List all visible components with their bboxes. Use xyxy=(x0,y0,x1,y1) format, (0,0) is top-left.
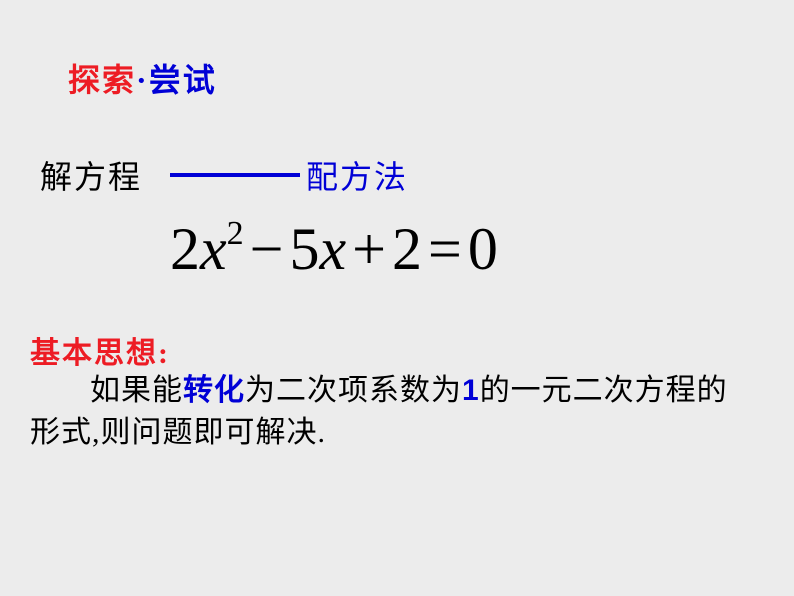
solve-label: 解方程 xyxy=(40,152,142,198)
eq-exp: 2 xyxy=(227,215,244,252)
eq-rhs: 0 xyxy=(468,216,498,282)
eq-op2: + xyxy=(346,216,392,282)
eq-eq: = xyxy=(422,216,468,282)
eq-var1: x xyxy=(200,216,227,282)
title-explore: 探索 xyxy=(68,62,136,98)
equation: 2x2−5x+2=0 xyxy=(170,215,498,284)
body-seg1: 如果能 xyxy=(90,374,183,407)
eq-var2: x xyxy=(319,216,346,282)
eq-op1: − xyxy=(244,216,290,282)
basic-idea-body: 如果能转化为二次项系数为1的一元二次方程的形式,则问题即可解决. xyxy=(30,370,750,454)
eq-coef-a: 2 xyxy=(170,216,200,282)
connector-line xyxy=(170,173,300,177)
body-seg2-blue: 转化 xyxy=(183,374,245,407)
slide-title: 探索·尝试 xyxy=(68,55,217,101)
solve-row: 解方程 配方法 xyxy=(40,152,408,198)
basic-idea-label: 基本思想: xyxy=(30,328,170,372)
method-label: 配方法 xyxy=(306,152,408,198)
eq-coef-c: 2 xyxy=(392,216,422,282)
body-seg4-one: 1 xyxy=(462,374,480,407)
title-try: 尝试 xyxy=(149,62,217,98)
title-dot: · xyxy=(136,62,149,98)
eq-coef-b: 5 xyxy=(289,216,319,282)
body-seg3: 为二次项系数为 xyxy=(245,374,462,407)
